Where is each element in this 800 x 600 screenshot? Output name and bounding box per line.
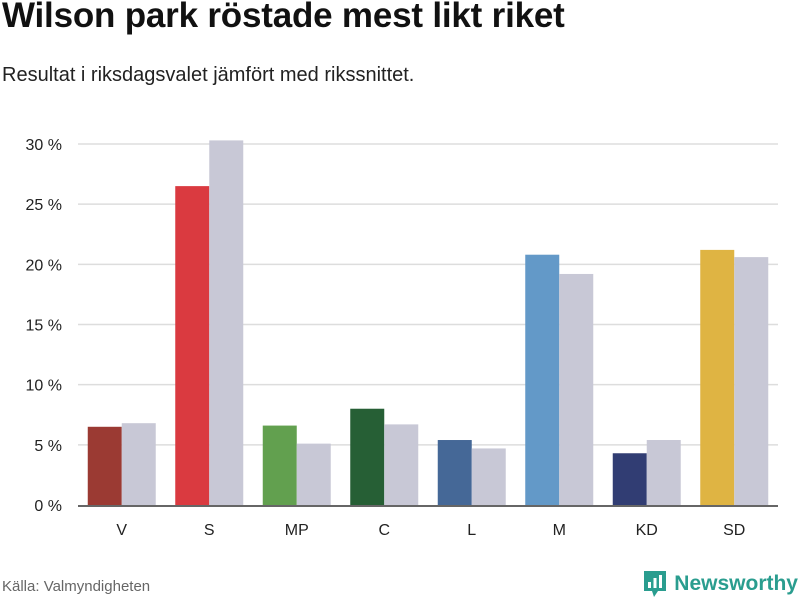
- newsworthy-logo: Newsworthy: [642, 569, 798, 599]
- bar-national-mp: [296, 443, 331, 505]
- x-tick-label: V: [116, 522, 127, 539]
- bar-national-l: [471, 448, 506, 505]
- bar-local-kd: [612, 453, 647, 505]
- y-tick-label: 30 %: [26, 137, 62, 154]
- source-note: Källa: Valmyndigheten: [2, 578, 151, 595]
- bar-local-mp: [262, 425, 297, 505]
- y-tick-label: 10 %: [26, 378, 62, 395]
- x-tick-label: L: [467, 522, 476, 539]
- bar-local-sd: [700, 249, 735, 505]
- bar-national-c: [384, 424, 419, 505]
- bars: [87, 140, 769, 505]
- x-tick-label: SD: [723, 522, 745, 539]
- x-axis-ticks: V S MP C L M KD SD: [116, 522, 745, 539]
- x-tick-label: C: [378, 522, 390, 539]
- y-tick-label: 20 %: [26, 257, 62, 274]
- x-tick-label: MP: [285, 522, 309, 539]
- x-tick-label: S: [204, 522, 215, 539]
- y-tick-label: 25 %: [26, 197, 62, 214]
- bar-national-v: [121, 423, 156, 505]
- bar-local-l: [437, 440, 472, 505]
- y-tick-label: 0 %: [34, 498, 62, 515]
- bar-national-sd: [734, 257, 769, 505]
- bar-national-s: [209, 140, 244, 505]
- bar-local-v: [87, 426, 122, 505]
- bar-national-kd: [646, 440, 681, 505]
- newsworthy-logo-icon: [644, 571, 667, 597]
- bar-national-m: [559, 273, 594, 505]
- bar-local-m: [525, 254, 560, 505]
- brand-name: Newsworthy: [674, 572, 798, 595]
- chart-title: Wilson park röstade mest likt riket: [2, 0, 565, 35]
- bar-local-s: [175, 186, 210, 505]
- bar-local-c: [350, 408, 385, 505]
- x-tick-label: KD: [636, 522, 658, 539]
- x-tick-label: M: [553, 522, 566, 539]
- y-axis-ticks: 0 % 5 % 10 % 15 % 20 % 25 % 30 %: [26, 137, 62, 515]
- y-tick-label: 5 %: [34, 438, 62, 455]
- chart-subtitle: Resultat i riksdagsvalet jämfört med rik…: [2, 64, 415, 86]
- y-tick-label: 15 %: [26, 318, 62, 335]
